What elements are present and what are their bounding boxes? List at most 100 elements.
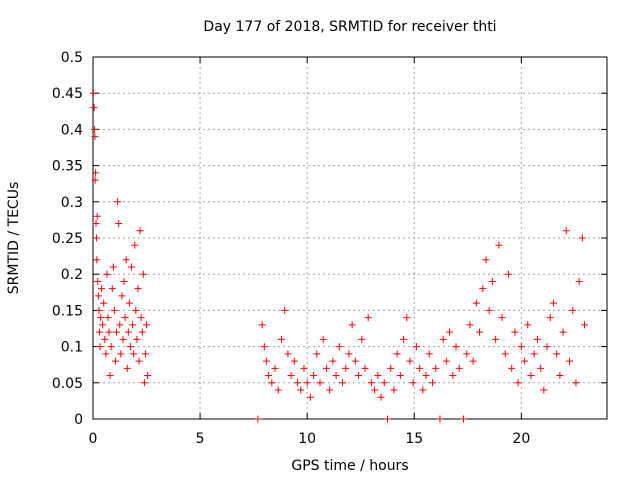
y-tick-label: 0.45 xyxy=(52,86,83,102)
data-point xyxy=(102,350,110,358)
data-point xyxy=(504,270,512,278)
x-axis-label: GPS time / hours xyxy=(291,458,408,474)
data-point xyxy=(128,263,136,271)
data-point xyxy=(119,335,127,343)
data-point xyxy=(358,335,366,343)
data-point xyxy=(543,343,551,351)
data-point xyxy=(380,379,388,387)
data-point xyxy=(89,89,97,97)
data-point xyxy=(281,306,289,314)
data-point xyxy=(342,364,350,372)
data-point xyxy=(316,379,324,387)
data-point xyxy=(575,277,583,285)
x-tick-label: 20 xyxy=(512,431,530,447)
data-point xyxy=(393,350,401,358)
data-point xyxy=(412,343,420,351)
y-tick-label: 0.35 xyxy=(52,159,83,175)
data-point xyxy=(258,321,266,329)
data-point xyxy=(97,314,105,322)
data-point xyxy=(254,415,262,423)
data-point xyxy=(553,350,561,358)
data-point xyxy=(400,335,408,343)
data-point xyxy=(310,372,318,380)
data-point xyxy=(446,328,454,336)
data-point xyxy=(140,379,148,387)
data-point xyxy=(137,314,145,322)
data-point xyxy=(329,357,337,365)
data-point xyxy=(126,343,134,351)
data-point xyxy=(114,198,122,206)
data-point xyxy=(439,335,447,343)
data-point xyxy=(141,350,149,358)
data-point xyxy=(469,357,477,365)
data-point xyxy=(294,379,302,387)
y-axis-tick-labels: 0 0.05 0.1 0.15 0.2 0.25 0.3 0.35 0.4 0.45 0.5 xyxy=(52,50,83,428)
data-point xyxy=(110,306,118,314)
data-point xyxy=(319,335,327,343)
data-point xyxy=(91,133,99,141)
data-point xyxy=(96,343,104,351)
data-point xyxy=(106,372,114,380)
data-point xyxy=(262,357,270,365)
data-point xyxy=(135,357,143,365)
y-tick-label: 0.25 xyxy=(52,231,83,247)
data-point xyxy=(100,299,108,307)
data-point xyxy=(274,386,282,394)
data-point xyxy=(419,386,427,394)
data-point xyxy=(136,227,144,235)
data-point xyxy=(581,321,589,329)
data-point xyxy=(390,386,398,394)
data-point xyxy=(339,379,347,387)
data-points xyxy=(89,89,589,423)
data-point xyxy=(472,299,480,307)
data-point xyxy=(265,372,273,380)
data-point xyxy=(117,350,125,358)
data-point xyxy=(449,372,457,380)
data-point xyxy=(115,220,123,228)
data-point xyxy=(425,350,433,358)
data-point xyxy=(300,364,308,372)
data-point xyxy=(377,393,385,401)
data-point xyxy=(364,314,372,322)
data-point xyxy=(133,335,141,343)
data-point xyxy=(131,241,139,249)
data-point xyxy=(428,379,436,387)
data-point xyxy=(132,306,140,314)
data-point xyxy=(455,364,463,372)
data-point xyxy=(432,364,440,372)
data-point xyxy=(559,328,567,336)
data-point xyxy=(124,328,132,336)
data-point xyxy=(442,357,450,365)
data-point xyxy=(326,386,334,394)
data-point xyxy=(436,415,444,423)
data-point xyxy=(290,357,298,365)
x-tick-label: 15 xyxy=(405,431,423,447)
data-point xyxy=(109,263,117,271)
data-point xyxy=(416,364,424,372)
data-point xyxy=(92,234,100,242)
data-point xyxy=(479,285,487,293)
data-point xyxy=(566,357,574,365)
data-point xyxy=(313,350,321,358)
data-point xyxy=(94,277,102,285)
data-point xyxy=(524,321,532,329)
data-point xyxy=(322,364,330,372)
data-point xyxy=(134,285,142,293)
data-point xyxy=(95,306,103,314)
data-point xyxy=(144,372,152,380)
data-point xyxy=(501,350,509,358)
x-tick-label: 5 xyxy=(196,431,205,447)
data-point xyxy=(371,386,379,394)
data-point xyxy=(387,364,395,372)
data-point xyxy=(113,328,121,336)
data-point xyxy=(118,292,126,300)
data-point xyxy=(287,372,295,380)
data-point xyxy=(485,306,493,314)
data-point xyxy=(403,314,411,322)
y-tick-label: 0.05 xyxy=(52,376,83,392)
axis-ticks xyxy=(92,56,607,420)
data-point xyxy=(533,335,541,343)
data-point xyxy=(332,372,340,380)
data-point xyxy=(517,343,525,351)
data-point xyxy=(578,234,586,242)
